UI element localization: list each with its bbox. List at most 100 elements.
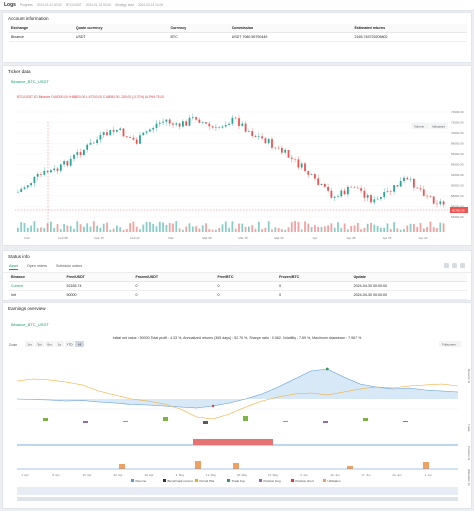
zoom-button[interactable] (25, 341, 34, 347)
volume-bar (112, 228, 115, 232)
volume-bar (399, 229, 402, 232)
column-header: Exchange (9, 24, 74, 33)
indicators-button[interactable] (430, 123, 448, 129)
candle-body (241, 123, 244, 127)
candle-body (419, 188, 422, 190)
legend-label[interactable]: Period P&L (200, 479, 216, 483)
pnl-bar (43, 418, 48, 421)
candle-body (129, 136, 131, 138)
legend-swatch (163, 479, 166, 482)
legend-label[interactable]: Benchmark returns (168, 479, 194, 483)
volume-bar (23, 222, 26, 232)
table-header-row: Exchange Quote currency Currency Commiss… (9, 24, 467, 33)
volume-bar (175, 221, 178, 232)
candle-body (439, 201, 442, 204)
volume-bar (363, 227, 366, 232)
axis-label: Utilization % (467, 469, 471, 486)
volume-bar (297, 221, 300, 232)
volume-bar (36, 228, 39, 232)
candle-body (234, 117, 237, 119)
candle-body (168, 119, 171, 124)
volume-bar (46, 223, 49, 232)
earnings-chart[interactable]: Initial net value : 50000 Total profit :… (3, 329, 471, 509)
fullscreen-button[interactable] (439, 341, 461, 347)
candle-body (92, 142, 95, 144)
tab-asset[interactable]: Asset (9, 264, 18, 270)
legend-label[interactable]: Returns (136, 479, 147, 483)
log-entry: Strategy start (115, 3, 134, 7)
volume-bar (56, 224, 59, 232)
volume-bar (310, 227, 313, 232)
candle-body (442, 201, 445, 205)
zoom-button[interactable] (75, 341, 84, 347)
candle-body (426, 195, 428, 197)
candle-body (432, 196, 435, 204)
utilization-bar (119, 464, 125, 469)
table-cell: Binance (9, 32, 74, 42)
zoom-button[interactable] (45, 341, 54, 347)
candle-body (271, 139, 273, 148)
axis-label: Returns % (467, 369, 471, 383)
x-tick-label: Apr (313, 236, 318, 240)
candle-body (320, 183, 323, 185)
candle-body (248, 131, 250, 132)
candle-body (109, 130, 112, 136)
drawing-toolbar[interactable] (6, 94, 12, 214)
candle-body (33, 176, 36, 184)
volume-bar (135, 226, 138, 232)
candle-body (238, 118, 240, 127)
zoom-button[interactable] (65, 341, 74, 347)
legend-label[interactable]: Position long (264, 479, 282, 483)
volume-bar (50, 221, 52, 232)
navigator-bar[interactable] (17, 487, 458, 495)
zoom-button[interactable] (55, 341, 64, 347)
tab-schedule-orders[interactable]: Schedule orders (55, 264, 83, 268)
volume-bar (287, 227, 290, 232)
zoom-button-label: YTD (67, 342, 74, 346)
volume-button[interactable] (411, 123, 429, 129)
candle-body (383, 192, 386, 198)
candle-body (221, 126, 224, 128)
candle-body (106, 132, 108, 136)
legend-label[interactable]: Position short (296, 479, 314, 483)
volume-bar (69, 226, 72, 232)
volume-bar (125, 229, 128, 232)
candle-body (30, 183, 32, 186)
candle-body (350, 186, 353, 188)
candlestick-chart[interactable]: BTC/USDT 1D Binance O:68300.00 H:68800.0… (3, 92, 471, 244)
candle-body (337, 196, 339, 197)
x-tick-label: 20. May (237, 473, 248, 477)
candle-body (23, 187, 26, 189)
legend-label[interactable]: Trade buy (232, 479, 246, 483)
utilization-bar (233, 463, 239, 469)
volume-bar (327, 225, 329, 232)
x-tick-label: 17. Jun (361, 473, 371, 477)
settings-icon[interactable] (452, 263, 457, 268)
refresh-icon[interactable] (444, 263, 449, 268)
candle-body (102, 132, 105, 136)
account-panel: Account information Exchange Quote curre… (2, 12, 472, 63)
candle-body (188, 117, 191, 126)
scrollbar[interactable] (17, 497, 458, 501)
candle-body (231, 117, 234, 124)
volume-bar (320, 227, 323, 232)
volume-bar (139, 229, 141, 232)
x-tick-label: 29. Apr (145, 473, 154, 477)
table-cell: BTC (168, 32, 230, 42)
zoom-button[interactable] (35, 341, 44, 347)
x-tick-label: 6. May (176, 473, 185, 477)
candle-body (294, 158, 296, 160)
download-icon[interactable] (460, 263, 465, 268)
column-header: Update (351, 273, 467, 282)
volume-bar (314, 225, 316, 232)
volume-bar (40, 227, 42, 232)
tab-open-orders[interactable]: Open orders (27, 264, 47, 268)
legend-swatch (323, 479, 326, 482)
volume-bar (366, 223, 369, 232)
candle-body (389, 191, 392, 192)
candle-body (304, 163, 306, 172)
candle-body (208, 123, 211, 127)
legend-label[interactable]: Utilization (328, 479, 341, 483)
x-tick-label: 10. Jun (330, 473, 340, 477)
candle-body (155, 123, 158, 128)
